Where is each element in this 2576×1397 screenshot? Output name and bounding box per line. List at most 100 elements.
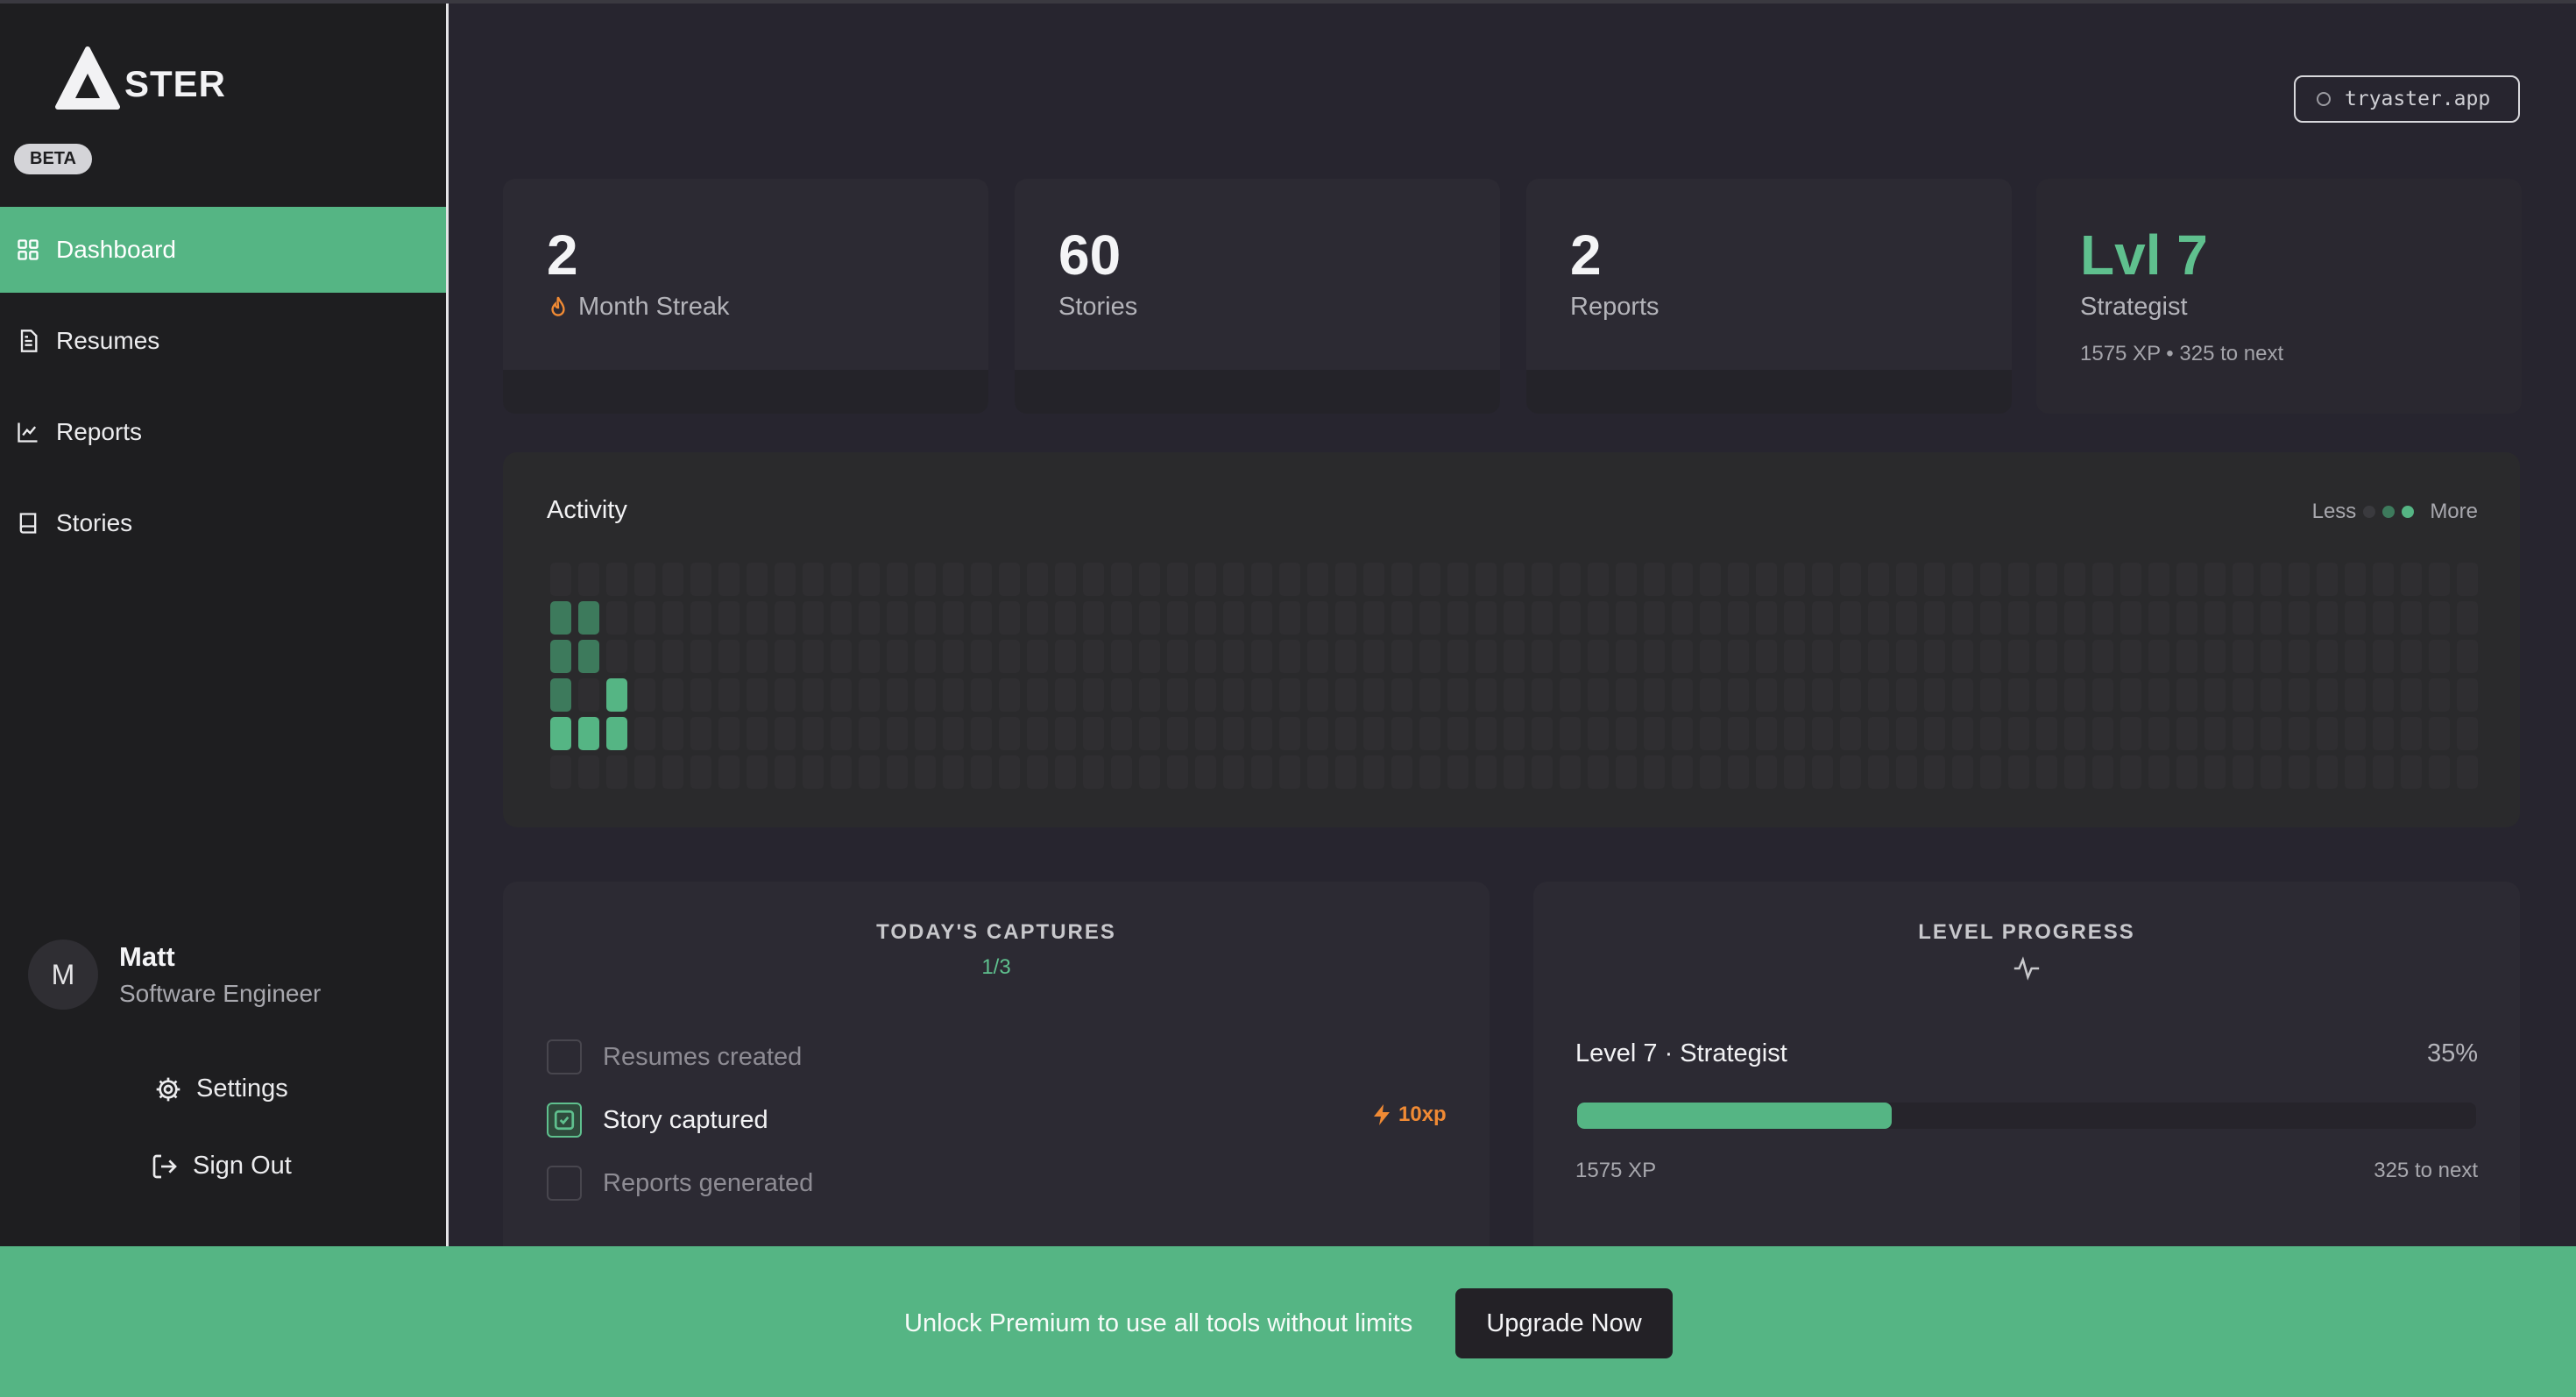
activity-cell (1728, 717, 1749, 750)
stat-label-row: Month Streak (547, 293, 729, 322)
activity-cell (1784, 717, 1805, 750)
activity-cell (1644, 640, 1665, 673)
beta-badge: BETA (14, 144, 92, 174)
capture-item-story[interactable]: Story captured (547, 1103, 768, 1138)
activity-cell (803, 601, 824, 635)
sidebar: STER BETA Dashboard Resumes (0, 4, 449, 1246)
activity-cell (2261, 755, 2282, 789)
stat-label: Strategist (2080, 293, 2188, 321)
activity-cell (550, 563, 571, 596)
activity-cell (1083, 640, 1104, 673)
activity-cell (2120, 640, 2141, 673)
activity-cell (1055, 640, 1076, 673)
activity-cell (1167, 755, 1188, 789)
settings-button[interactable]: Settings (154, 1074, 288, 1103)
activity-cell (1055, 717, 1076, 750)
activity-cell (2008, 717, 2029, 750)
logo[interactable]: STER (54, 46, 226, 110)
level-progress-title: LEVEL PROGRESS (1918, 920, 2135, 944)
activity-cell (2457, 755, 2478, 789)
capture-item-resumes[interactable]: Resumes created (547, 1039, 802, 1074)
activity-cell (943, 755, 964, 789)
activity-cell (2401, 755, 2422, 789)
activity-cell (1419, 678, 1440, 712)
activity-cell (1223, 678, 1244, 712)
activity-cell (2008, 678, 2029, 712)
activity-cell (1027, 640, 1048, 673)
activity-cell (1083, 563, 1104, 596)
sidebar-item-dashboard[interactable]: Dashboard (0, 207, 446, 293)
activity-cell (1391, 601, 1412, 635)
legend-more: More (2430, 500, 2478, 523)
stat-sub: 1575 XP • 325 to next (2080, 342, 2284, 365)
activity-cell (1588, 563, 1609, 596)
activity-cell (1027, 755, 1048, 789)
upgrade-now-button[interactable]: Upgrade Now (1455, 1288, 1673, 1358)
url-chip[interactable]: tryaster.app (2294, 75, 2520, 123)
activity-cell (1924, 717, 1945, 750)
checkbox[interactable] (547, 1166, 582, 1201)
activity-cell (2233, 717, 2254, 750)
sign-out-button[interactable]: Sign Out (151, 1152, 292, 1181)
sidebar-item-resumes[interactable]: Resumes (0, 298, 446, 384)
activity-cell (1504, 563, 1525, 596)
captures-title: TODAY'S CAPTURES (876, 920, 1116, 944)
activity-cell (971, 678, 992, 712)
activity-cell (2148, 678, 2169, 712)
activity-cell (1335, 755, 1356, 789)
activity-cell (999, 678, 1020, 712)
activity-cell (2289, 678, 2310, 712)
activity-cell (1560, 717, 1581, 750)
activity-cell (606, 717, 627, 750)
activity-cell (1335, 601, 1356, 635)
activity-cell (2233, 563, 2254, 596)
activity-cell (831, 717, 852, 750)
activity-cell (1251, 640, 1272, 673)
activity-cell (1784, 640, 1805, 673)
activity-cell (887, 640, 908, 673)
activity-cell (1560, 601, 1581, 635)
aster-a-logo-icon (55, 46, 120, 110)
activity-cell (1868, 755, 1889, 789)
activity-cell (1363, 755, 1384, 789)
sidebar-item-reports[interactable]: Reports (0, 389, 446, 475)
activity-cell (971, 717, 992, 750)
activity-cell (1279, 563, 1300, 596)
activity-cell (999, 755, 1020, 789)
activity-cell (887, 678, 908, 712)
activity-cell (943, 717, 964, 750)
activity-cell (2289, 563, 2310, 596)
activity-cell (634, 601, 655, 635)
activity-cell (1672, 678, 1693, 712)
capture-item-reports[interactable]: Reports generated (547, 1166, 813, 1201)
activity-cell (2429, 563, 2450, 596)
checkbox[interactable] (547, 1039, 582, 1074)
stat-card-streak: 2 Month Streak (503, 179, 988, 414)
activity-legend: Less More (2312, 500, 2478, 524)
activity-cell (662, 755, 683, 789)
user-profile[interactable]: M Matt Software Engineer (28, 940, 321, 1010)
activity-cell (1279, 755, 1300, 789)
activity-cell (1672, 640, 1693, 673)
stat-card-level: Lvl 7 Strategist 1575 XP • 325 to next (2036, 179, 2522, 414)
activity-cell (2092, 755, 2113, 789)
activity-cell (1868, 717, 1889, 750)
activity-cell (775, 640, 796, 673)
xp-reward: 10xp (1372, 1103, 1447, 1127)
activity-cell (1279, 717, 1300, 750)
activity-cell (1588, 640, 1609, 673)
sidebar-item-stories[interactable]: Stories (0, 480, 446, 566)
activity-cell (1447, 717, 1468, 750)
activity-cell (662, 678, 683, 712)
activity-cell (2457, 717, 2478, 750)
activity-cell (1504, 717, 1525, 750)
status-ring-icon (2317, 92, 2331, 106)
activity-cell (803, 717, 824, 750)
activity-cell (1391, 755, 1412, 789)
activity-cell (2064, 678, 2085, 712)
checkbox[interactable] (547, 1103, 582, 1138)
activity-cell (1447, 563, 1468, 596)
activity-cell (1952, 601, 1973, 635)
activity-cell (1447, 755, 1468, 789)
activity-cell (550, 640, 571, 673)
